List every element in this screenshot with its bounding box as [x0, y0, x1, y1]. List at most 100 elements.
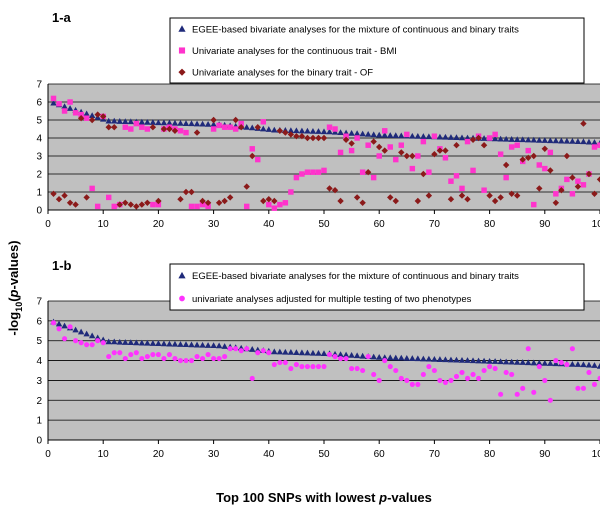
legend-marker-diamond	[178, 68, 186, 76]
data-point-circle	[89, 342, 95, 348]
data-point-circle	[332, 354, 338, 360]
data-point-square	[497, 151, 504, 157]
data-point-triangle	[409, 355, 416, 361]
x-axis-title: Top 100 SNPs with lowest p-values	[216, 490, 432, 505]
data-point-circle	[558, 359, 564, 366]
data-point-triangle	[381, 354, 388, 360]
data-point-triangle	[530, 359, 537, 366]
data-point-triangle	[77, 328, 85, 335]
x-tick-label: 90	[539, 219, 551, 230]
data-point-diamond	[215, 199, 223, 206]
data-point-square	[315, 169, 322, 175]
data-point-triangle	[182, 341, 190, 348]
data-point-diamond	[271, 197, 278, 205]
data-point-triangle	[271, 348, 278, 355]
data-point-circle	[476, 375, 482, 382]
data-point-square	[89, 185, 95, 192]
data-point-square	[83, 115, 90, 121]
data-point-circle	[371, 371, 377, 378]
legend-label: EGEE-based bivariate analyses for the mi…	[192, 271, 519, 282]
data-point-square	[232, 126, 239, 132]
x-tick-label: 50	[318, 449, 330, 460]
data-point-triangle	[122, 118, 129, 124]
x-tick-label: 0	[45, 449, 51, 460]
data-point-diamond	[558, 187, 565, 194]
data-point-diamond	[420, 170, 427, 178]
x-tick-label: 0	[45, 219, 51, 230]
data-point-diamond	[353, 194, 361, 201]
data-point-triangle	[536, 359, 543, 366]
data-point-diamond	[238, 124, 245, 131]
data-point-triangle	[458, 134, 466, 141]
data-point-triangle	[116, 338, 123, 345]
data-point-circle	[238, 348, 244, 354]
legend: EGEE-based bivariate analyses for the mi…	[169, 17, 585, 84]
data-point-triangle	[204, 120, 212, 127]
data-point-triangle	[536, 136, 543, 143]
x-tick-label: 60	[374, 219, 386, 230]
data-point-triangle	[353, 130, 361, 137]
data-point-square	[238, 120, 244, 127]
panel-label: 1-b	[52, 258, 72, 273]
data-point-circle	[597, 375, 600, 382]
data-point-triangle	[387, 354, 394, 361]
data-point-square	[78, 111, 84, 118]
data-point-diamond	[530, 152, 537, 160]
data-point-square	[492, 131, 498, 138]
data-point-square	[299, 171, 305, 177]
data-point-triangle	[122, 339, 129, 345]
data-point-diamond	[414, 197, 422, 205]
data-point-square	[508, 144, 515, 150]
data-point-circle	[470, 371, 476, 378]
data-point-circle	[586, 369, 592, 376]
series-square	[50, 95, 600, 211]
data-point-square	[553, 191, 559, 197]
legend-label: EGEE-based bivariate analyses for the mi…	[192, 24, 519, 35]
data-point-square	[326, 124, 333, 130]
data-point-diamond	[55, 196, 63, 203]
data-point-square	[310, 169, 316, 175]
data-point-circle	[205, 352, 211, 358]
data-point-triangle	[486, 357, 493, 364]
data-point-triangle	[199, 120, 206, 127]
data-point-triangle	[342, 351, 350, 358]
data-point-circle	[580, 385, 586, 391]
data-point-diamond	[364, 169, 372, 176]
data-point-triangle	[387, 132, 394, 138]
data-point-triangle	[591, 362, 598, 368]
data-point-diamond	[293, 133, 300, 140]
data-point-square	[205, 203, 211, 210]
data-point-diamond	[171, 127, 179, 134]
data-point-triangle	[111, 338, 118, 345]
legend-box	[169, 17, 585, 84]
data-point-triangle	[596, 362, 600, 369]
data-point-diamond	[249, 152, 256, 160]
data-point-diamond	[585, 170, 593, 178]
series-circle	[50, 320, 600, 403]
x-tick-label: 100	[592, 449, 600, 460]
data-point-circle	[84, 342, 90, 348]
data-point-circle	[321, 363, 327, 370]
data-point-triangle	[491, 135, 499, 142]
y-tick-label: 1	[36, 188, 42, 199]
data-point-circle	[509, 371, 515, 378]
data-point-square	[183, 129, 189, 136]
data-point-diamond	[138, 201, 146, 208]
data-point-triangle	[425, 355, 433, 362]
data-point-diamond	[177, 196, 184, 203]
data-point-triangle	[127, 339, 134, 346]
data-point-circle	[277, 359, 283, 366]
data-point-triangle	[502, 135, 510, 142]
data-point-diamond	[525, 154, 532, 161]
data-point-diamond	[226, 194, 234, 201]
data-point-triangle	[304, 127, 311, 134]
data-point-diamond	[50, 190, 57, 197]
data-point-circle	[520, 385, 526, 391]
data-point-square	[260, 119, 266, 125]
data-point-circle	[150, 352, 156, 358]
data-point-circle	[106, 354, 112, 360]
data-point-circle	[492, 365, 498, 372]
data-point-triangle	[298, 127, 306, 134]
x-tick-label: 20	[153, 449, 165, 460]
data-point-triangle	[442, 133, 449, 140]
